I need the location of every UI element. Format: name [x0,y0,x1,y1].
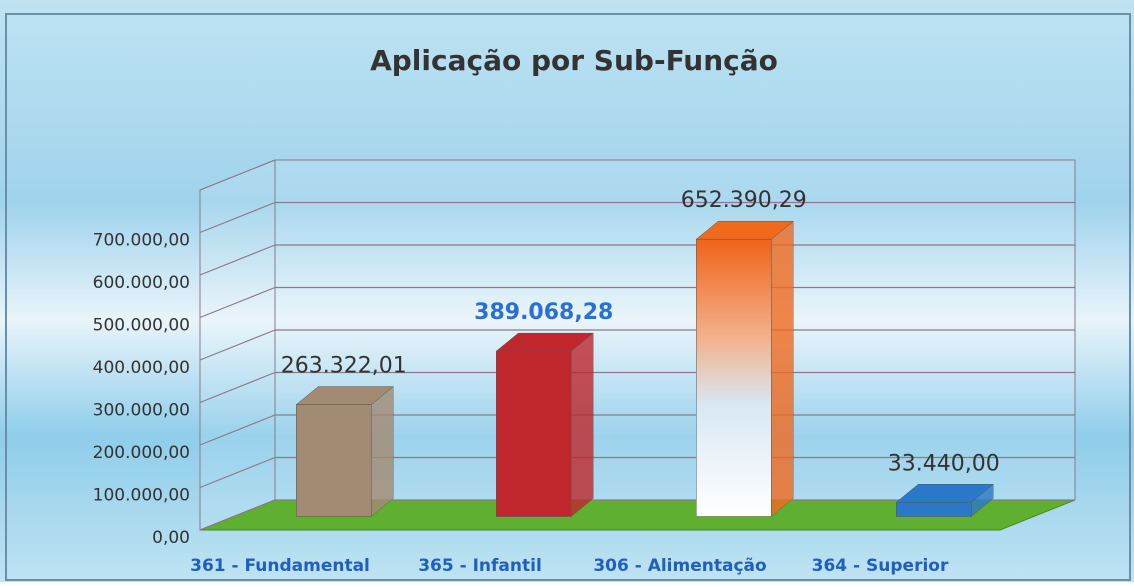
value-label: 33.440,00 [888,451,1000,476]
y-tick-label: 200.000,00 [93,443,190,463]
x-tick-label: 306 - Alimentação [593,556,766,576]
grid-line [199,329,276,361]
bar-side [371,386,394,518]
value-label: 263.322,01 [281,354,407,379]
grid-line [199,159,276,191]
y-tick-label: 500.000,00 [93,316,190,336]
y-tick-label: 400.000,00 [93,358,190,378]
bar-side [571,332,594,518]
bar [696,238,772,517]
grid-line [199,414,276,446]
grid-line [199,286,276,319]
grid-line [199,244,276,276]
bar [296,404,372,517]
x-tick-label: 361 - Fundamental [190,556,370,576]
bar-side [771,220,794,518]
y-tick-label: 700.000,00 [93,231,190,251]
grid-line [199,371,276,404]
grid-line [199,499,276,531]
bar [496,350,572,517]
x-tick-label: 364 - Superior [812,556,949,576]
chart-title: Aplicação por Sub-Função [370,44,778,77]
bar [896,502,972,517]
frame [5,13,1131,581]
value-label: 652.390,29 [681,188,807,213]
y-tick-label: 300.000,00 [93,401,190,421]
x-tick-label: 365 - Infantil [418,556,542,576]
grid-line [199,456,276,489]
grid-line [199,201,276,234]
value-label: 389.068,28 [474,300,613,325]
y-tick-label: 0,00 [152,528,190,548]
y-tick-label: 100.000,00 [93,486,190,506]
y-tick-label: 600.000,00 [93,273,190,293]
